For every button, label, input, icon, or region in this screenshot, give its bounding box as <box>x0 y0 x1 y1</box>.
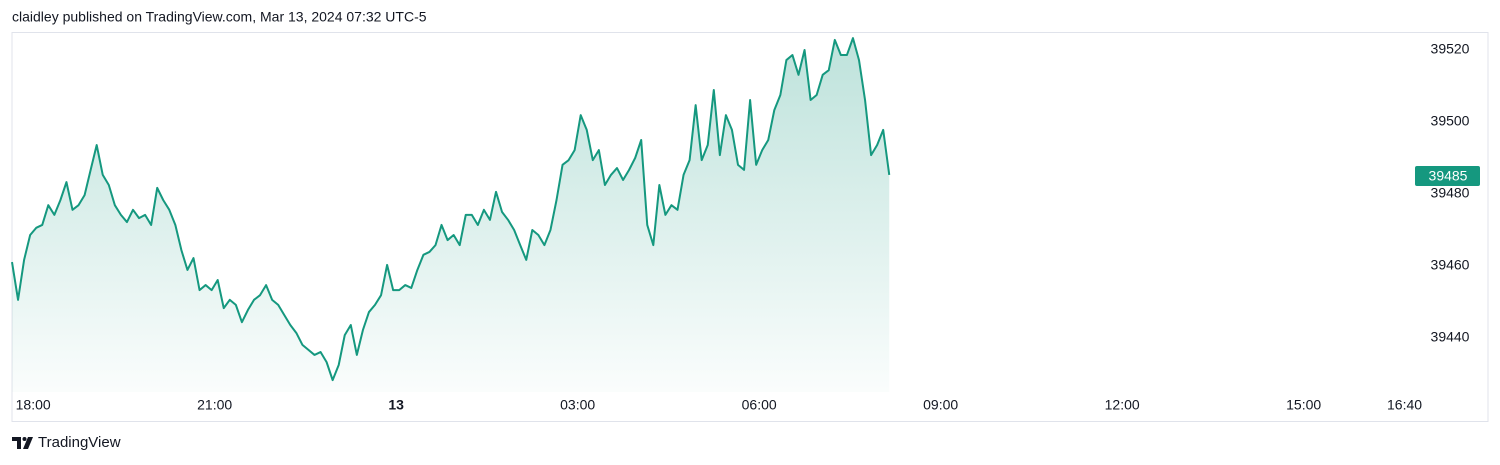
brand-name: TradingView <box>38 434 121 451</box>
chart-frame <box>11 32 1489 422</box>
y-tick-label: 39460 <box>1431 257 1470 273</box>
x-tick-label: 09:00 <box>923 397 958 413</box>
x-tick-label: 06:00 <box>742 397 777 413</box>
x-tick-label: 13 <box>388 397 404 413</box>
brand-logo <box>12 437 33 449</box>
x-tick-label: 15:00 <box>1286 397 1321 413</box>
price-line <box>11 37 891 382</box>
y-tick-label: 39520 <box>1431 41 1470 57</box>
y-tick-label: 39500 <box>1431 113 1470 129</box>
last-price-box <box>1415 166 1480 186</box>
publish-note: claidley published on TradingView.com, M… <box>12 9 427 25</box>
x-tick-label: 16:40 <box>1387 397 1422 413</box>
x-tick-label: 03:00 <box>560 397 595 413</box>
area-fill <box>12 38 890 393</box>
x-tick-label: 12:00 <box>1105 397 1140 413</box>
y-tick-label: 39440 <box>1431 329 1470 345</box>
x-tick-label: 18:00 <box>16 397 51 413</box>
last-price-label: 39485 <box>1429 168 1468 184</box>
x-tick-label: 21:00 <box>197 397 232 413</box>
y-tick-label: 39480 <box>1431 185 1470 201</box>
